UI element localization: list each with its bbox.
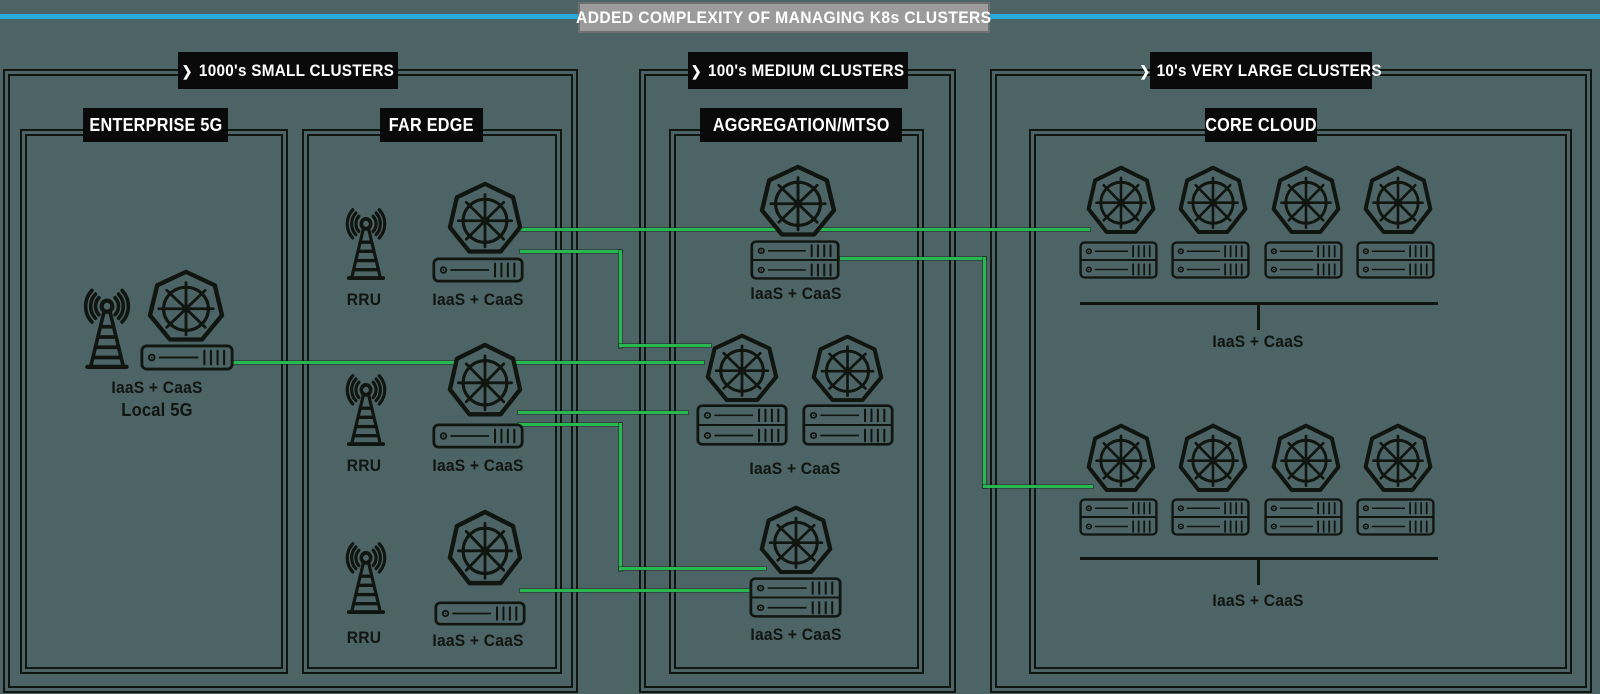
- connector-agg-top-to-corecloud-row2-h2: [983, 485, 1093, 488]
- kubernetes-icon: [1362, 164, 1434, 240]
- server-2u-icon: [802, 404, 894, 446]
- kubernetes-icon: [446, 508, 524, 592]
- connector-faredge1-to-agg-mid-v: [619, 250, 622, 348]
- group-bracket-tick: [1257, 557, 1260, 585]
- kubernetes-icon: [758, 163, 838, 243]
- chevron-icon: ❯: [1139, 62, 1151, 79]
- kubernetes-icon: [146, 268, 226, 348]
- cluster-label: IaaS + CaaS: [750, 284, 842, 303]
- zone-label-enterprise-5g: ENTERPRISE 5G: [83, 108, 228, 142]
- zone-label-far-edge: FAR EDGE: [380, 108, 483, 142]
- kubernetes-icon: [446, 180, 524, 260]
- server-2u-icon: [696, 404, 788, 446]
- rru-antenna-icon: [330, 370, 402, 454]
- server-2u-icon: [1356, 241, 1435, 279]
- rru-label: RRU: [346, 290, 382, 309]
- rru-label: RRU: [346, 456, 382, 475]
- connector-faredge2-to-agg-bottom-h1: [518, 423, 622, 426]
- cluster-label: IaaS + CaaS: [111, 378, 203, 397]
- cluster-label: IaaS + CaaS: [1212, 332, 1304, 351]
- section-label-medium-clusters: ❯ 100's MEDIUM CLUSTERS: [688, 52, 908, 89]
- cluster-label: IaaS + CaaS: [432, 290, 524, 309]
- zone-label-core-cloud: CORE CLOUD: [1205, 108, 1317, 142]
- server-2u-icon: [749, 577, 842, 618]
- chevron-icon: ❯: [691, 62, 703, 79]
- chevron-icon: ❯: [181, 62, 193, 79]
- connector-faredge2-to-agg-mid: [518, 411, 688, 414]
- cluster-label: IaaS + CaaS: [1212, 591, 1304, 610]
- kubernetes-icon: [704, 332, 780, 408]
- kubernetes-icon: [1177, 164, 1249, 240]
- server-2u-icon: [1171, 498, 1250, 536]
- kubernetes-icon: [810, 333, 885, 408]
- connector-faredge1-to-agg-mid-h1: [520, 250, 622, 253]
- server-2u-icon: [1171, 241, 1250, 279]
- connector-faredge1-to-agg-mid-h2: [619, 344, 711, 347]
- kubernetes-icon: [446, 341, 524, 423]
- cluster-label: IaaS + CaaS: [750, 625, 842, 644]
- server-icon: [432, 257, 524, 283]
- connector-agg-top-to-corecloud-row2-h1: [840, 257, 986, 260]
- local-5g-label: Local 5G: [121, 400, 193, 420]
- kubernetes-icon: [1270, 422, 1342, 498]
- group-bracket-tick: [1257, 302, 1260, 330]
- zone-label-aggregation-mtso: AGGREGATION/MTSO: [700, 108, 902, 142]
- kubernetes-icon: [1270, 164, 1342, 240]
- connector-agg-top-to-corecloud-row2-v: [983, 257, 986, 488]
- kubernetes-icon: [1085, 164, 1157, 240]
- connector-faredge2-to-agg-bottom-h2: [619, 567, 766, 570]
- cluster-label: IaaS + CaaS: [749, 459, 841, 478]
- server-icon: [434, 601, 526, 626]
- cluster-label: IaaS + CaaS: [432, 631, 524, 650]
- connector-faredge2-to-agg-bottom-v: [619, 423, 622, 571]
- kubernetes-icon: [1362, 422, 1434, 498]
- rru-antenna-icon: [330, 538, 402, 622]
- kubernetes-icon: [1177, 422, 1249, 498]
- server-2u-icon: [1356, 498, 1435, 536]
- connector-faredge3-to-agg-bottom: [520, 589, 750, 592]
- rru-label: RRU: [346, 628, 382, 647]
- kubernetes-icon: [758, 504, 834, 580]
- kubernetes-icon: [1085, 422, 1157, 498]
- server-icon: [432, 423, 524, 449]
- rru-antenna-icon: [66, 284, 148, 378]
- server-2u-icon: [1079, 241, 1158, 279]
- diagram-title-text: ADDED COMPLEXITY OF MANAGING K8s CLUSTER…: [576, 7, 992, 27]
- cluster-label: IaaS + CaaS: [432, 456, 524, 475]
- server-2u-icon: [1079, 498, 1158, 536]
- rru-antenna-icon: [330, 204, 402, 288]
- section-label-small-clusters: ❯ 1000's SMALL CLUSTERS: [178, 52, 398, 89]
- server-2u-icon: [1264, 241, 1343, 279]
- server-icon: [140, 344, 234, 371]
- section-label-very-large-clusters: ❯ 10's VERY LARGE CLUSTERS: [1140, 52, 1382, 89]
- server-2u-icon: [750, 240, 840, 280]
- server-2u-icon: [1264, 498, 1343, 536]
- diagram-title: ADDED COMPLEXITY OF MANAGING K8s CLUSTER…: [576, 2, 992, 33]
